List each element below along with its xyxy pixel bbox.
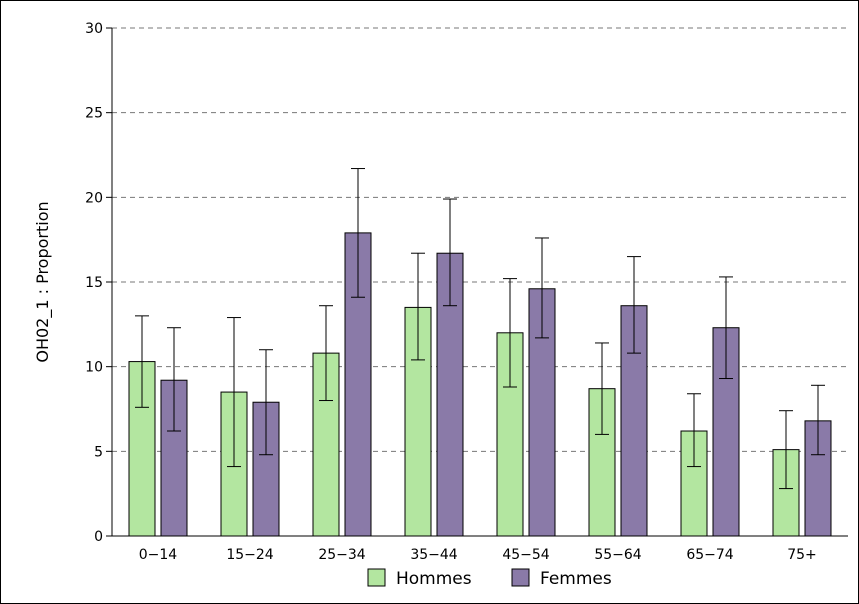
- x-tick-label: 15−24: [226, 547, 273, 563]
- y-tick-label: 5: [94, 444, 103, 460]
- x-tick-label: 65−74: [686, 547, 733, 563]
- y-axis-label: OH02_1 : Proportion: [33, 201, 53, 362]
- x-tick-label: 35−44: [410, 547, 457, 563]
- y-tick-label: 0: [94, 529, 103, 545]
- y-tick-label: 25: [85, 106, 103, 122]
- y-tick-label: 20: [85, 190, 103, 206]
- y-tick-label: 10: [85, 360, 103, 376]
- legend-label-femmes: Femmes: [540, 569, 612, 589]
- x-tick-label: 45−54: [502, 547, 549, 563]
- bar-femmes: [344, 232, 372, 537]
- legend-swatch-femmes: [511, 568, 530, 587]
- bar-femmes: [252, 401, 280, 537]
- x-tick-label: 75+: [787, 547, 817, 563]
- legend-label-hommes: Hommes: [396, 569, 472, 589]
- y-tick-label: 15: [85, 275, 103, 291]
- legend-swatch-hommes: [367, 568, 386, 587]
- y-tick-label: 30: [85, 21, 103, 37]
- x-tick-label: 0−14: [139, 547, 178, 563]
- x-tick-label: 55−64: [594, 547, 641, 563]
- x-tick-label: 25−34: [318, 547, 365, 563]
